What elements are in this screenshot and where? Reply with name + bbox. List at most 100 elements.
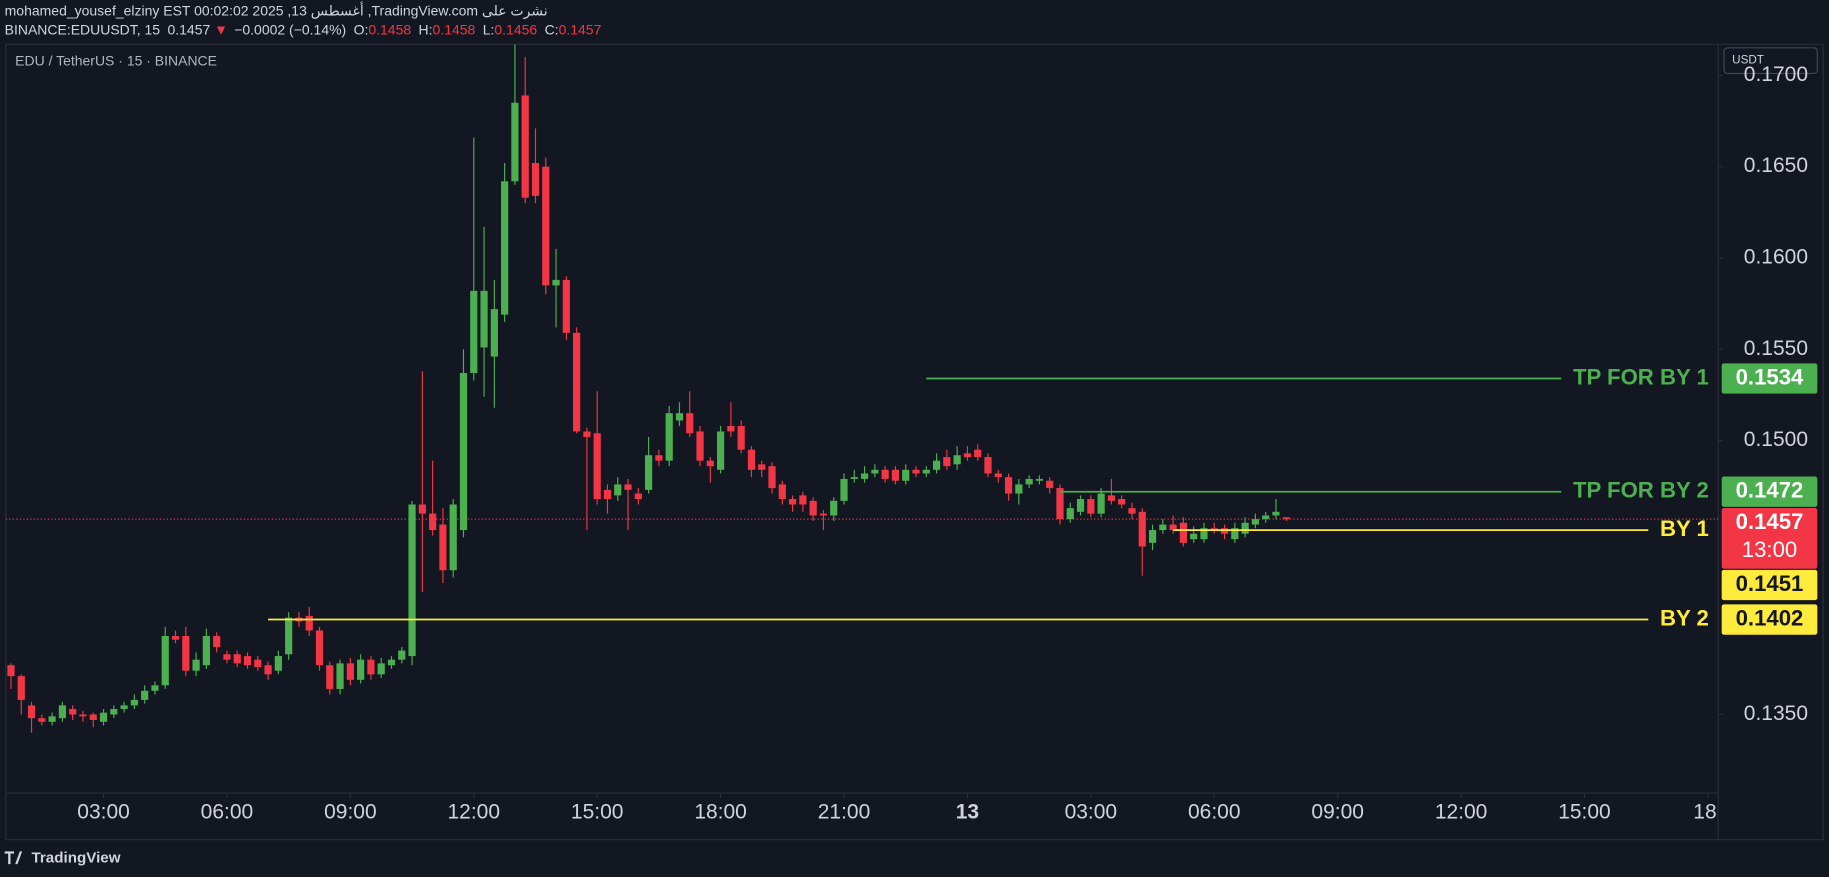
candle-body	[7, 665, 15, 677]
logo: TradingView	[4, 849, 121, 866]
price-badge-value: 0.1472	[1736, 478, 1804, 503]
candle-body	[891, 469, 900, 481]
candle-body	[645, 455, 653, 490]
candle-body	[624, 484, 632, 490]
currency-button[interactable]	[1723, 47, 1818, 75]
candle-body	[387, 659, 396, 666]
candle-body	[161, 635, 169, 686]
candle-body	[233, 654, 241, 664]
ohlc-key: C:	[545, 21, 559, 37]
candle-body	[151, 685, 159, 691]
x-tick-label: 03:00	[77, 800, 130, 823]
candle-body	[686, 413, 694, 434]
candle-body	[1148, 530, 1157, 543]
candle-body	[747, 449, 756, 470]
candle-body	[819, 513, 828, 516]
candle-body	[480, 290, 488, 348]
candle-body	[1262, 515, 1270, 520]
candle-body	[1076, 499, 1085, 512]
candle-body	[943, 457, 951, 467]
x-tick-label: 18:	[1693, 800, 1722, 823]
logo-mark	[4, 851, 23, 865]
y-tick-label: 0.1650	[1744, 154, 1808, 177]
ohlc-value: 0.1458	[368, 21, 411, 37]
candle-body	[902, 469, 910, 481]
ohlc-key: L:	[483, 21, 495, 37]
candle-body	[974, 449, 982, 458]
candle-body	[264, 665, 272, 675]
candle-body	[1231, 528, 1239, 540]
candle-body	[182, 635, 190, 671]
candle-body	[1046, 480, 1054, 489]
candle-body	[634, 493, 642, 500]
symbol-legend: EDU / TetherUS · 15 · BINANCE	[15, 53, 217, 69]
pane-border	[5, 43, 1824, 841]
candle-body	[758, 464, 766, 470]
candle-body	[727, 425, 735, 432]
x-tick-label: 18:00	[694, 800, 747, 823]
candle-body	[1004, 477, 1013, 494]
candle-body	[336, 663, 344, 689]
candle-body	[69, 709, 77, 715]
price-badge: 0.1402	[1721, 604, 1818, 635]
x-tick-label: 12:00	[448, 800, 501, 823]
price-badge-bg	[1721, 476, 1818, 507]
candle-body	[326, 665, 334, 689]
price-badge-value: 0.1457	[1736, 509, 1804, 534]
price-badge-value: 0.1402	[1736, 605, 1804, 630]
candle-body	[1015, 484, 1023, 494]
candle-body	[583, 431, 591, 437]
candle-body	[470, 290, 478, 374]
price-badge-countdown: 13:00	[1742, 537, 1797, 562]
candle-body	[562, 279, 570, 333]
logo-text: TradingView	[31, 849, 120, 866]
candle-body	[1251, 519, 1259, 525]
y-tick-label: 0.1500	[1744, 428, 1808, 451]
candle-body	[706, 460, 714, 467]
candle-body	[1066, 508, 1074, 520]
candle-body	[357, 659, 365, 680]
candle-body	[501, 181, 509, 315]
candle-body	[315, 630, 324, 666]
candle-body	[398, 650, 406, 660]
publish-info: mohamed_yousef_elziny EST 00:02:02 2025 …	[5, 1, 548, 19]
candle-body	[1200, 528, 1208, 540]
candle-body	[213, 635, 221, 647]
currency-button-label[interactable]: USDT	[1732, 54, 1764, 67]
price-badge: 0.1457 13:00	[1721, 508, 1818, 569]
candle-body	[490, 309, 498, 357]
line-label: BY 2	[1660, 605, 1709, 630]
candle-body	[17, 676, 25, 700]
change: −0.0002 (−0.14%)	[234, 21, 346, 37]
candle-body	[418, 504, 426, 514]
candle-body	[1087, 499, 1095, 514]
x-tick-label: 15:00	[571, 800, 624, 823]
x-tick-label: 06:00	[201, 800, 254, 823]
candle-body	[1282, 517, 1290, 520]
price-badge: 0.1534	[1721, 363, 1818, 394]
candle-body	[1035, 478, 1044, 481]
candle-body	[1056, 488, 1064, 520]
candle-body	[1210, 528, 1218, 531]
ohlc-key: O:	[354, 21, 369, 37]
y-tick-label: 0.1600	[1744, 246, 1808, 269]
candle-body	[932, 460, 941, 470]
candle-body	[573, 332, 581, 432]
candle-body	[850, 477, 858, 479]
candle-body	[1190, 533, 1198, 540]
x-tick-label: 15:00	[1558, 800, 1611, 823]
candle-body	[655, 455, 663, 461]
ohlc-value: 0.1456	[494, 21, 537, 37]
candle-body	[603, 489, 612, 500]
candle-body	[346, 663, 354, 680]
candle-body	[552, 279, 560, 286]
ohlc-value: 0.1457	[559, 21, 602, 37]
candle-body	[994, 473, 1002, 478]
candle-body	[377, 663, 385, 675]
candle-body	[799, 495, 807, 505]
line-label: TP FOR BY 2	[1573, 478, 1709, 503]
price-badge-value: 0.1451	[1736, 571, 1804, 596]
